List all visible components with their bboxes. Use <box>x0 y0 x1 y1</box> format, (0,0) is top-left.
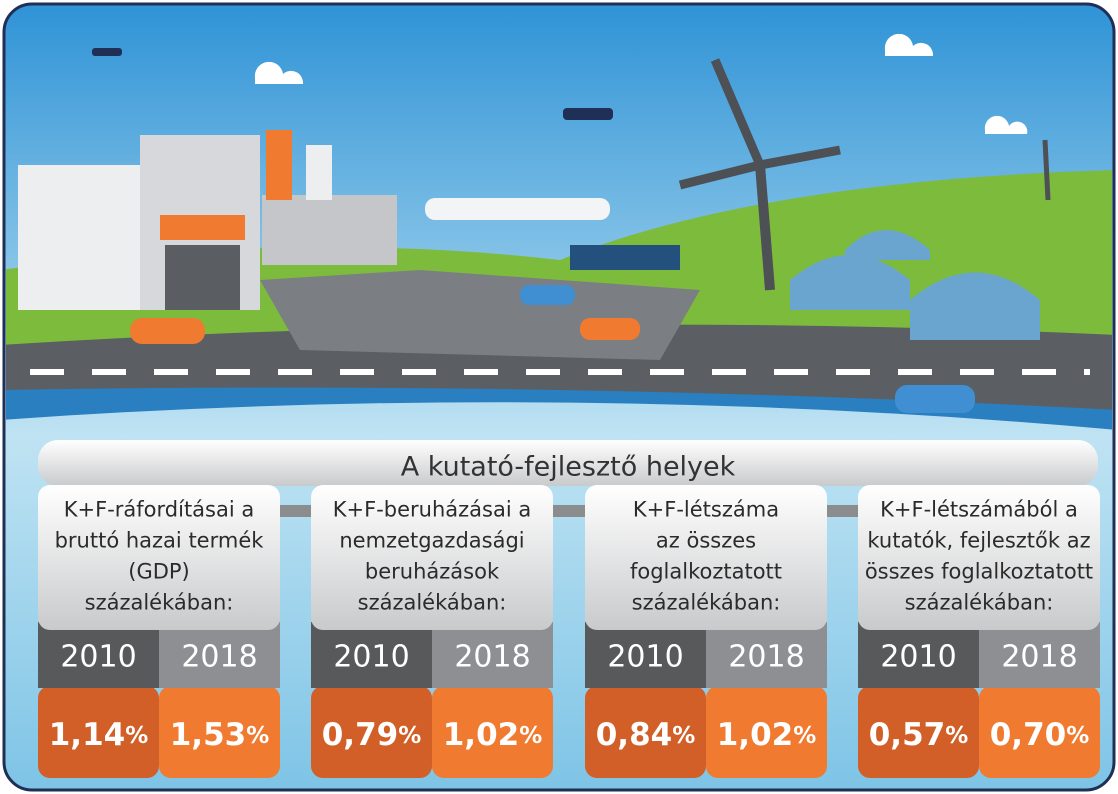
drone <box>92 48 122 56</box>
value-unit: % <box>519 723 542 749</box>
value: 1,14% <box>49 717 149 753</box>
train <box>425 198 610 220</box>
value-number: 1,14 <box>49 717 126 753</box>
panel-label: beruházások <box>365 560 500 584</box>
value-unit: % <box>793 723 816 749</box>
value: 1,53% <box>170 717 270 753</box>
value: 0,70% <box>990 717 1090 753</box>
value: 0,79% <box>322 717 422 753</box>
value-number: 1,02 <box>443 717 520 753</box>
car <box>520 285 575 305</box>
panel-label: K+F-ráfordításai a <box>64 498 255 522</box>
panel-label: nemzetgazdasági <box>339 529 524 553</box>
panel-label: összes foglalkoztatott <box>865 560 1093 584</box>
panel-label: (GDP) <box>128 560 190 584</box>
panel-label: K+F-beruházásai a <box>333 498 531 522</box>
page: A kutató-fejlesztő helyek K+F-ráfordítás… <box>0 0 1118 794</box>
value-unit: % <box>945 723 968 749</box>
chimney <box>306 145 332 200</box>
value-unit: % <box>398 723 421 749</box>
car <box>580 318 640 340</box>
value-number: 0,57 <box>869 717 946 753</box>
building <box>262 195 397 265</box>
value-unit: % <box>125 723 148 749</box>
value: 0,57% <box>869 717 969 753</box>
panel-label: százalékában: <box>905 591 1054 615</box>
value: 0,84% <box>596 717 696 753</box>
car <box>895 385 975 413</box>
value-number: 0,79 <box>322 717 399 753</box>
value-unit: % <box>1066 723 1089 749</box>
year: 2010 <box>880 640 956 675</box>
panel-label: százalékában: <box>358 591 507 615</box>
solar-panels <box>570 245 680 270</box>
panel-label: az összes <box>656 529 756 553</box>
connector <box>823 505 862 517</box>
sign <box>160 215 245 240</box>
year: 2010 <box>607 640 683 675</box>
building <box>18 165 143 310</box>
value-number: 1,02 <box>717 717 794 753</box>
gate <box>165 245 240 310</box>
panel-label: foglalkoztatott <box>630 560 782 584</box>
value-number: 0,70 <box>990 717 1067 753</box>
year: 2010 <box>333 640 409 675</box>
chimney <box>266 130 292 200</box>
value-unit: % <box>246 723 269 749</box>
connector <box>276 505 315 517</box>
panel-label: százalékában: <box>632 591 781 615</box>
title: A kutató-fejlesztő helyek <box>401 452 736 483</box>
value-unit: % <box>672 723 695 749</box>
value: 1,02% <box>717 717 817 753</box>
year: 2010 <box>60 640 136 675</box>
panel-label: százalékában: <box>85 591 234 615</box>
year: 2018 <box>454 640 530 675</box>
panel-label: K+F-létszámából a <box>880 498 1078 522</box>
value-number: 1,53 <box>170 717 247 753</box>
infographic: A kutató-fejlesztő helyek K+F-ráfordítás… <box>0 0 1118 794</box>
car <box>130 318 205 344</box>
drone <box>563 108 613 120</box>
value: 1,02% <box>443 717 543 753</box>
panel-label: bruttó hazai termék <box>55 529 265 553</box>
value-number: 0,84 <box>596 717 673 753</box>
year: 2018 <box>181 640 257 675</box>
year: 2018 <box>1001 640 1077 675</box>
year: 2018 <box>728 640 804 675</box>
wind-turbine <box>1045 140 1048 200</box>
connector <box>549 505 589 517</box>
panel-label: K+F-létszáma <box>633 498 779 522</box>
panel-label: kutatók, fejlesztők az <box>867 529 1090 553</box>
